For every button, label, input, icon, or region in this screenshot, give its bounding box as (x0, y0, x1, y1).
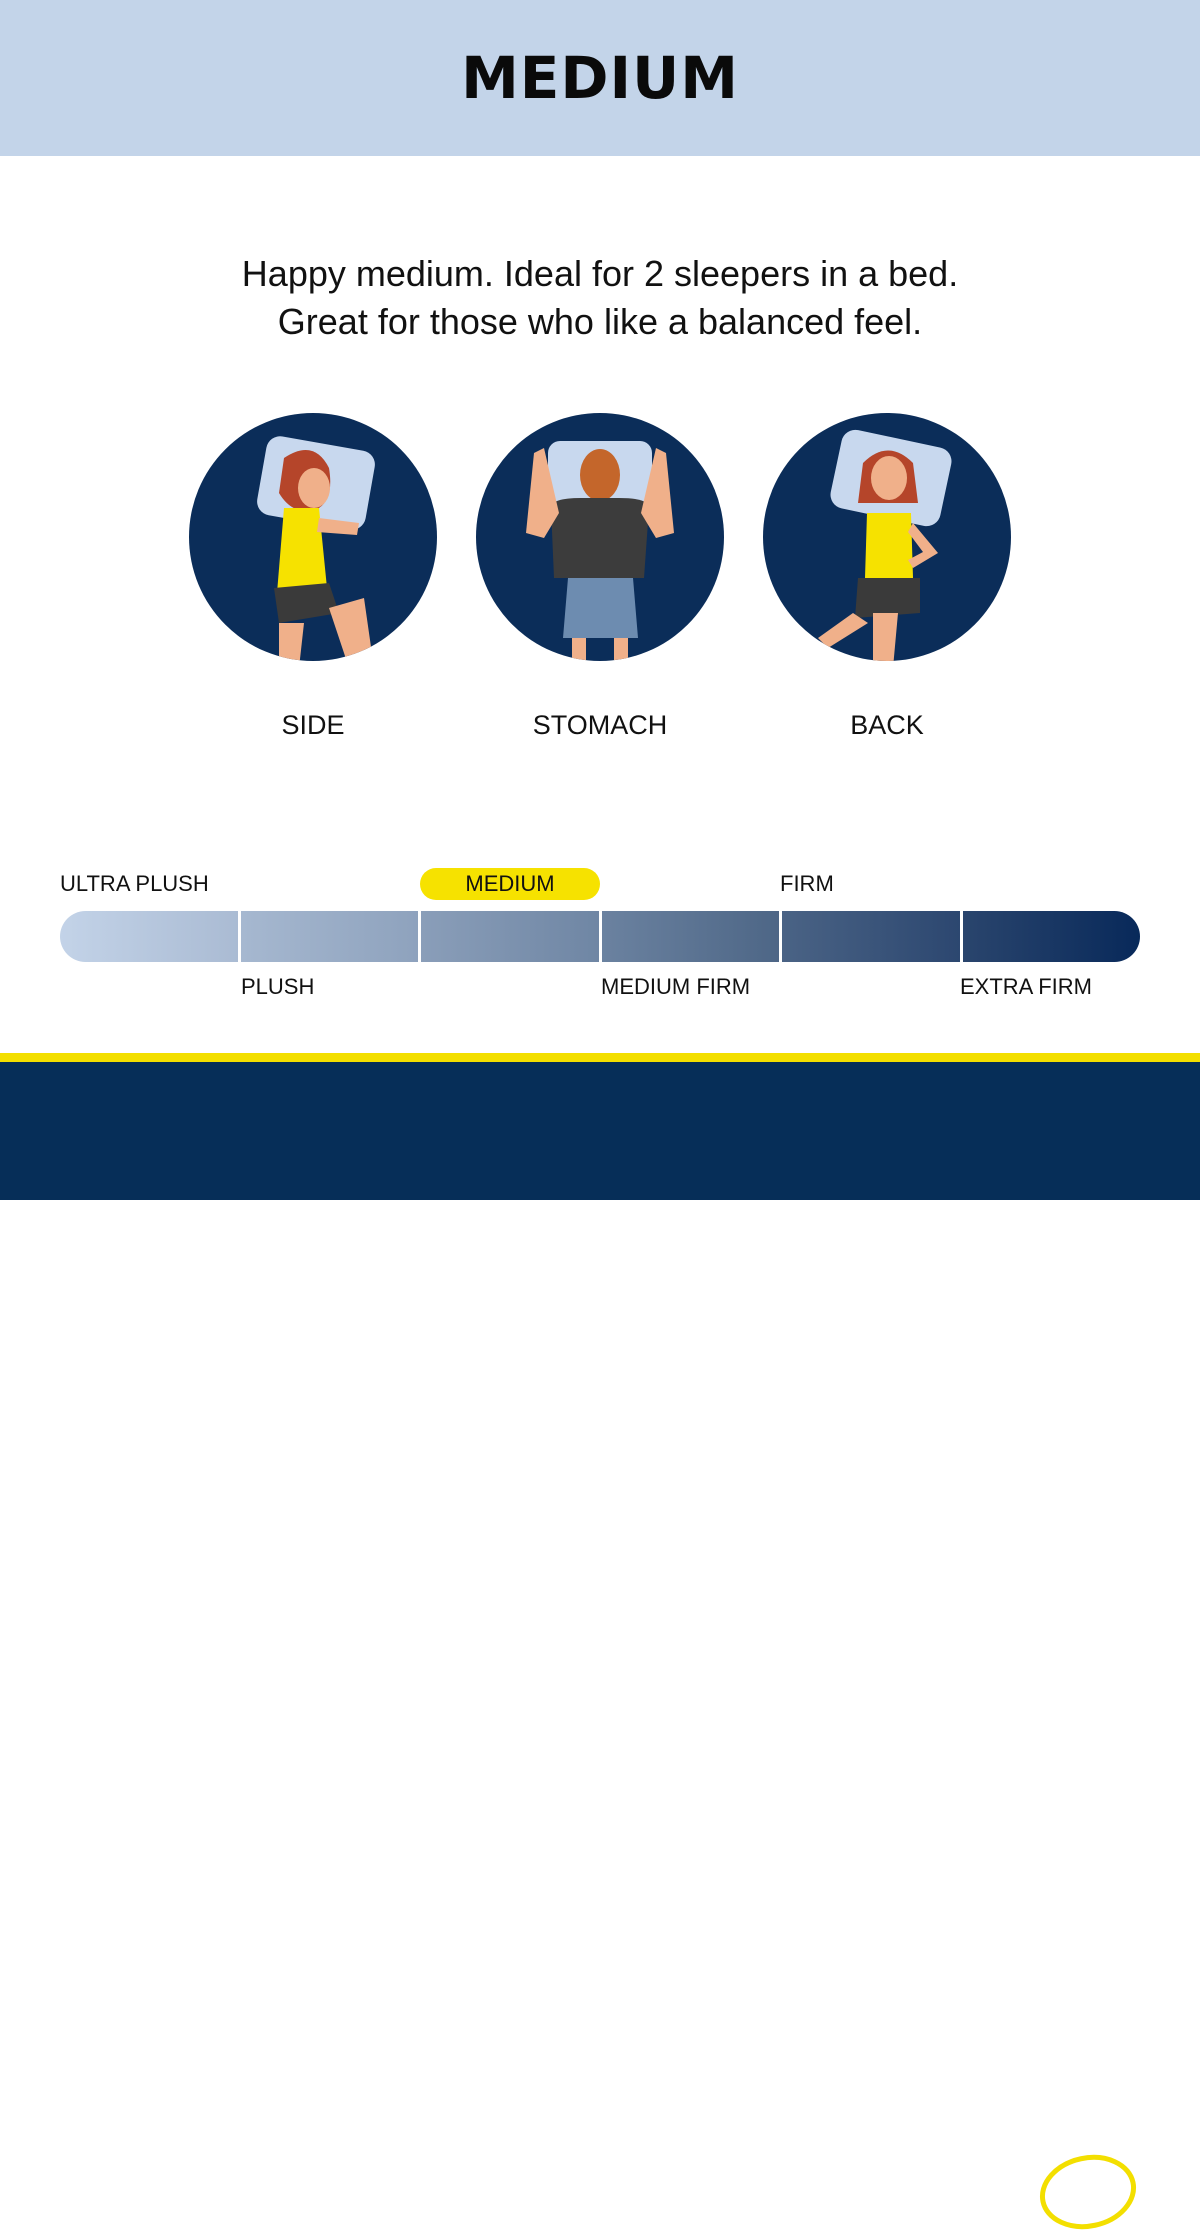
scale-label-plush: PLUSH (241, 974, 315, 999)
position-label-back: BACK (850, 710, 924, 740)
serta-logo: Serta ® (1036, 2150, 1144, 2230)
scale-segment-medium-firm (601, 911, 782, 962)
scale-label-extra-firm: EXTRA FIRM (960, 974, 1093, 999)
scale-segment-plush (240, 911, 421, 962)
firmness-scale-bar (60, 911, 1140, 962)
scale-segment-extra-firm (962, 911, 1140, 962)
position-label-stomach: STOMACH (532, 710, 668, 740)
scale-label-medium-selected: MEDIUM (420, 868, 600, 900)
scale-label-ultra-plush: ULTRA PLUSH (60, 871, 209, 896)
footer-accent-line (0, 1053, 1200, 1062)
svg-text:®: ® (1136, 2218, 1142, 2226)
scale-segment-ultra-plush (60, 911, 241, 962)
description: Happy medium. Ideal for 2 sleepers in a … (0, 250, 1200, 346)
footer: Serta ® (0, 1062, 1200, 2230)
description-line-2: Great for those who like a balanced feel… (277, 301, 923, 342)
header-banner: MEDIUM (0, 0, 1200, 156)
scale-label-firm: FIRM (780, 871, 834, 896)
description-line-1: Happy medium. Ideal for 2 sleepers in a … (241, 253, 959, 294)
scale-label-medium-firm: MEDIUM FIRM (601, 974, 751, 999)
back-sleeper-illustration (763, 413, 1011, 661)
side-sleeper-illustration (189, 413, 437, 661)
page-title: MEDIUM (461, 44, 739, 112)
scale-segment-firm (782, 911, 963, 962)
scale-segment-medium (421, 911, 602, 962)
position-label-side: SIDE (281, 710, 345, 740)
svg-text:Serta: Serta (1054, 2173, 1123, 2212)
stomach-sleeper-illustration (476, 413, 724, 661)
